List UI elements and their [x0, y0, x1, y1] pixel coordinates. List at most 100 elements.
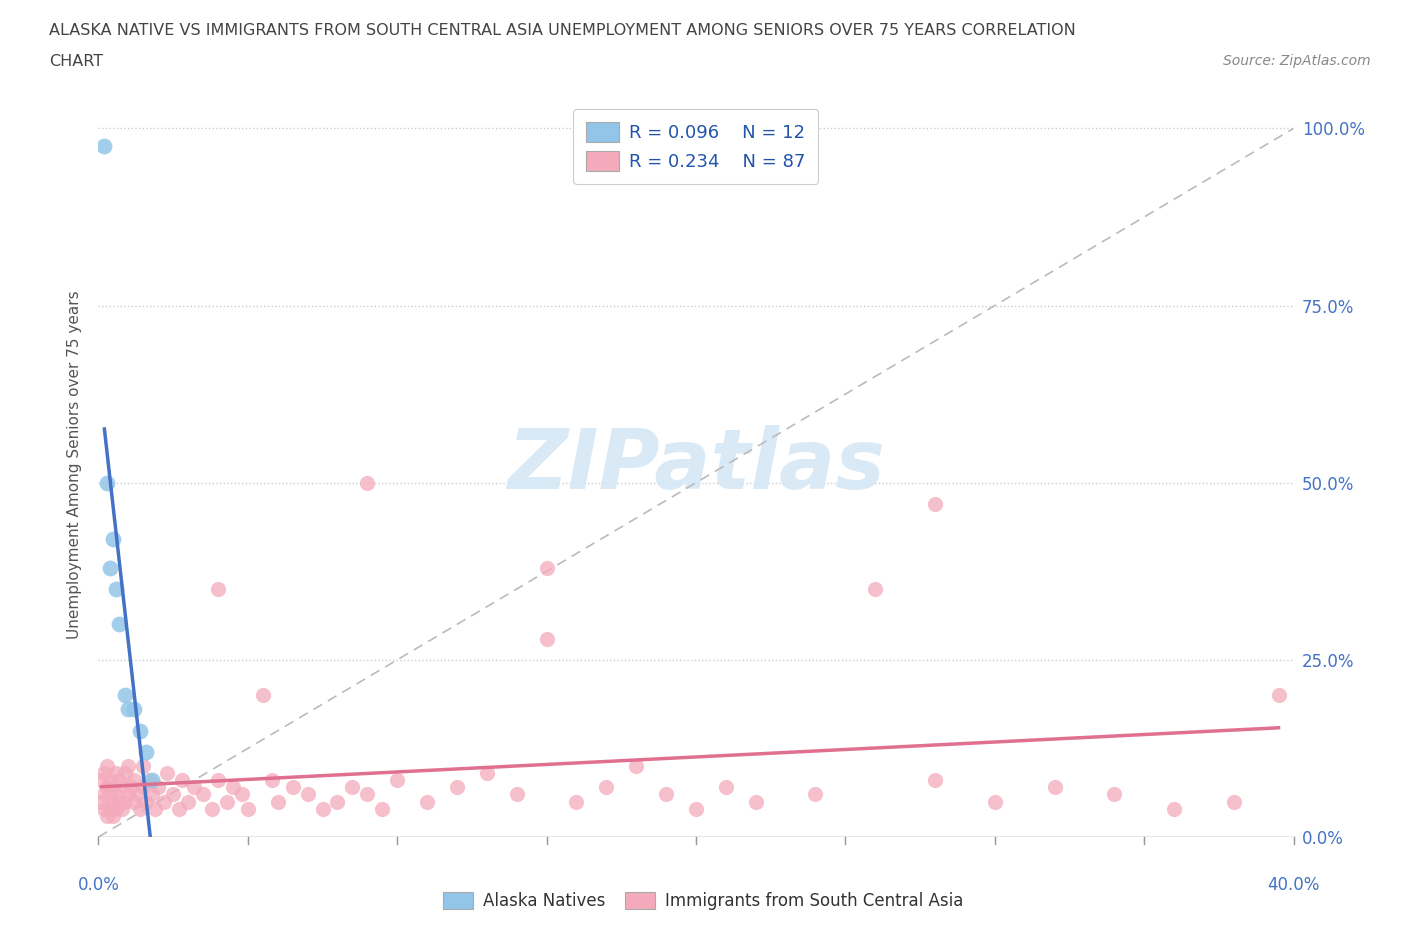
- Point: [311, 802, 333, 817]
- Point: [172, 773, 194, 788]
- Text: Source: ZipAtlas.com: Source: ZipAtlas.com: [1223, 54, 1371, 68]
- Point: [191, 787, 214, 802]
- Point: [475, 765, 498, 780]
- Point: [96, 808, 118, 823]
- Legend: R = 0.096    N = 12, R = 0.234    N = 87: R = 0.096 N = 12, R = 0.234 N = 87: [574, 110, 818, 183]
- Y-axis label: Unemployment Among Seniors over 75 years: Unemployment Among Seniors over 75 years: [67, 291, 83, 639]
- Point: [1223, 794, 1246, 809]
- Point: [96, 780, 118, 795]
- Point: [117, 702, 139, 717]
- Point: [96, 759, 118, 774]
- Point: [536, 560, 558, 575]
- Point: [215, 794, 238, 809]
- Point: [132, 759, 155, 774]
- Point: [222, 780, 245, 795]
- Point: [153, 794, 176, 809]
- Point: [135, 794, 157, 809]
- Point: [177, 794, 200, 809]
- Point: [98, 787, 122, 802]
- Point: [281, 780, 304, 795]
- Point: [183, 780, 205, 795]
- Point: [141, 773, 163, 788]
- Point: [156, 765, 179, 780]
- Point: [655, 787, 678, 802]
- Point: [103, 532, 125, 547]
- Point: [132, 780, 155, 795]
- Point: [626, 759, 648, 774]
- Point: [90, 773, 112, 788]
- Point: [120, 780, 142, 795]
- Point: [138, 773, 160, 788]
- Point: [103, 794, 125, 809]
- Point: [117, 787, 139, 802]
- Point: [93, 139, 115, 153]
- Point: [105, 765, 128, 780]
- Point: [117, 759, 139, 774]
- Point: [385, 773, 409, 788]
- Point: [93, 787, 115, 802]
- Text: 40.0%: 40.0%: [1267, 876, 1320, 894]
- Point: [1163, 802, 1185, 817]
- Point: [96, 475, 118, 490]
- Text: ZIPatlas: ZIPatlas: [508, 424, 884, 506]
- Point: [804, 787, 827, 802]
- Point: [105, 787, 128, 802]
- Point: [90, 794, 112, 809]
- Point: [1267, 688, 1289, 703]
- Point: [135, 745, 157, 760]
- Point: [148, 780, 170, 795]
- Point: [260, 773, 283, 788]
- Point: [252, 688, 274, 703]
- Text: CHART: CHART: [49, 54, 103, 69]
- Point: [103, 808, 125, 823]
- Point: [124, 794, 146, 809]
- Point: [565, 794, 588, 809]
- Point: [1043, 780, 1066, 795]
- Point: [114, 688, 136, 703]
- Point: [103, 780, 125, 795]
- Point: [201, 802, 224, 817]
- Point: [595, 780, 617, 795]
- Point: [536, 631, 558, 646]
- Point: [127, 787, 149, 802]
- Point: [124, 702, 146, 717]
- Point: [342, 780, 364, 795]
- Point: [236, 802, 259, 817]
- Point: [506, 787, 529, 802]
- Point: [371, 802, 394, 817]
- Point: [141, 787, 163, 802]
- Point: [108, 617, 131, 631]
- Text: ALASKA NATIVE VS IMMIGRANTS FROM SOUTH CENTRAL ASIA UNEMPLOYMENT AMONG SENIORS O: ALASKA NATIVE VS IMMIGRANTS FROM SOUTH C…: [49, 23, 1076, 38]
- Point: [446, 780, 468, 795]
- Point: [1104, 787, 1126, 802]
- Text: 0.0%: 0.0%: [77, 876, 120, 894]
- Point: [105, 581, 128, 596]
- Point: [98, 560, 122, 575]
- Point: [114, 794, 136, 809]
- Point: [108, 773, 131, 788]
- Point: [129, 724, 152, 738]
- Point: [143, 802, 166, 817]
- Point: [416, 794, 439, 809]
- Point: [93, 765, 115, 780]
- Point: [207, 581, 229, 596]
- Point: [124, 773, 146, 788]
- Point: [98, 802, 122, 817]
- Point: [207, 773, 229, 788]
- Point: [924, 497, 946, 512]
- Point: [326, 794, 349, 809]
- Point: [162, 787, 184, 802]
- Point: [356, 787, 378, 802]
- Point: [93, 802, 115, 817]
- Point: [984, 794, 1007, 809]
- Point: [714, 780, 737, 795]
- Legend: Alaska Natives, Immigrants from South Central Asia: Alaska Natives, Immigrants from South Ce…: [436, 885, 970, 917]
- Point: [108, 794, 131, 809]
- Point: [98, 773, 122, 788]
- Point: [924, 773, 946, 788]
- Point: [745, 794, 768, 809]
- Point: [114, 765, 136, 780]
- Point: [231, 787, 253, 802]
- Point: [685, 802, 707, 817]
- Point: [267, 794, 290, 809]
